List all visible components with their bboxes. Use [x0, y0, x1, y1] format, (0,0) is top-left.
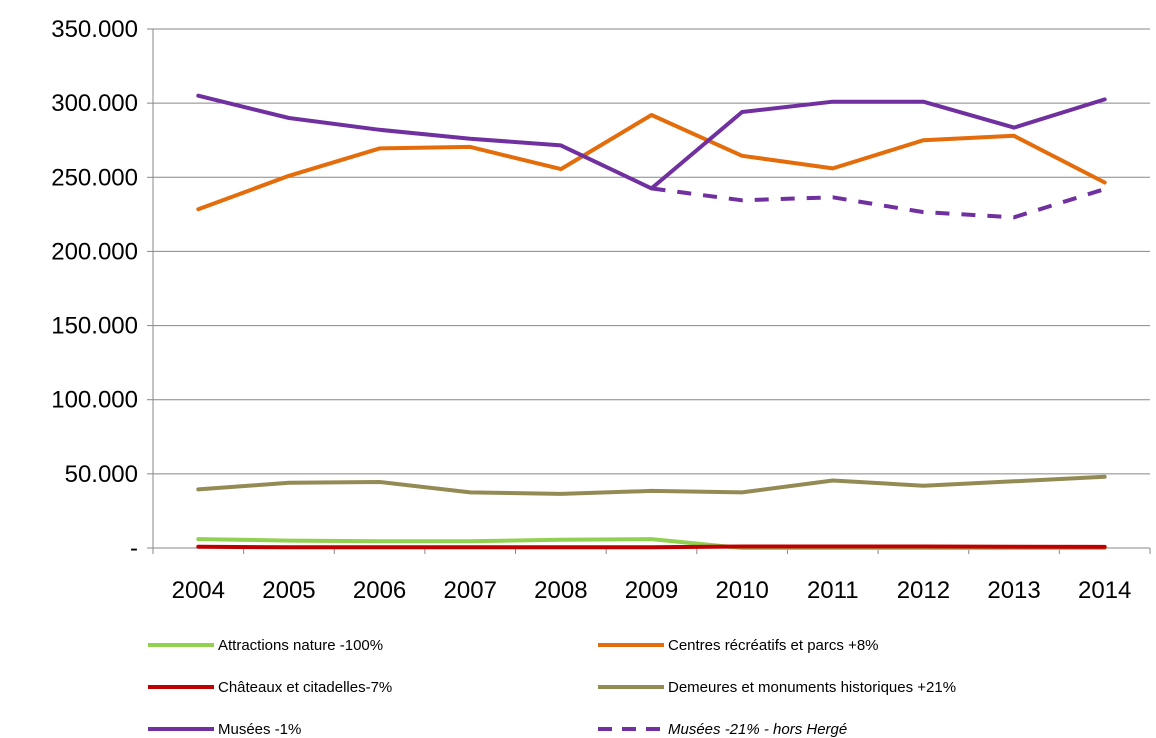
legend-label: Attractions nature -100%: [218, 637, 383, 654]
y-tick-labels: - 50.000 100.000 150.000 200.000 250.000 300.0…: [51, 16, 138, 562]
y-tick-label: 150.000: [51, 313, 138, 340]
series-lines: [196, 93, 1107, 550]
legend-item-chateaux-et-citadelles-7: Châteaux et citadelles-7%: [148, 679, 392, 696]
legend-label: Musées -1%: [218, 721, 301, 738]
x-tick-label: 2012: [897, 577, 950, 604]
series-line-demeures-et-monuments-historiques-21: [196, 474, 1107, 496]
series-line-chateaux-et-citadelles-7: [196, 544, 1107, 550]
gridlines: [153, 28, 1150, 475]
x-tick-label: 2013: [987, 577, 1040, 604]
axes: [147, 28, 1151, 554]
x-tick-label: 2005: [262, 577, 315, 604]
x-tick-label: 2010: [715, 577, 768, 604]
legend: Attractions nature -100% Centres récréati…: [148, 637, 956, 738]
x-tick-label: 2008: [534, 577, 587, 604]
x-tick-label: 2006: [353, 577, 406, 604]
legend-label: Châteaux et citadelles-7%: [218, 679, 392, 696]
y-tick-label: 350.000: [51, 16, 138, 43]
x-tick-label: 2014: [1078, 577, 1131, 604]
legend-label: Centres récréatifs et parcs +8%: [668, 637, 879, 654]
legend-item-musees-21-hors-herge: Musées -21% - hors Hergé: [598, 721, 847, 738]
x-tick-label: 2004: [172, 577, 225, 604]
legend-label: Musées -21% - hors Hergé: [668, 721, 847, 738]
series-line-musees-21-hors-herge: [651, 186, 1106, 220]
x-tick-label: 2011: [807, 577, 859, 604]
y-tick-label: 250.000: [51, 164, 138, 191]
legend-item-centres-recreatifs-et-parcs-8: Centres récréatifs et parcs +8%: [598, 637, 879, 654]
legend-label: Demeures et monuments historiques +21%: [668, 679, 956, 696]
x-tick-labels: 2004 2005 2006 2007 2008 2009 2010 2011 2012 2013…: [172, 577, 1132, 604]
legend-item-attractions-nature-100: Attractions nature -100%: [148, 637, 383, 654]
legend-item-musees-1: Musées -1%: [148, 721, 301, 738]
y-tick-label: -: [130, 535, 138, 562]
y-tick-label: 100.000: [51, 387, 138, 414]
x-tick-label: 2007: [444, 577, 497, 604]
x-tick-label: 2009: [625, 577, 678, 604]
series-line-musees-1: [196, 93, 1107, 191]
y-tick-label: 50.000: [65, 461, 138, 488]
y-tick-label: 200.000: [51, 238, 138, 265]
series-line-centres-recreatifs-et-parcs-8: [196, 113, 1107, 212]
y-tick-label: 300.000: [51, 90, 138, 117]
legend-item-demeures-et-monuments-historiques-21: Demeures et monuments historiques +21%: [598, 679, 956, 696]
